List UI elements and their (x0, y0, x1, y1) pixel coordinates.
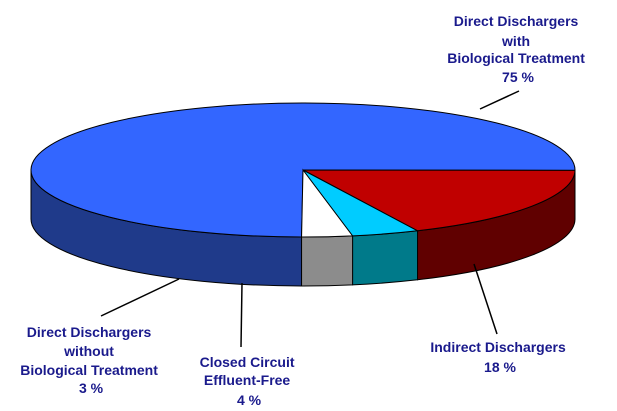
leader-direct-without-bio (100, 278, 180, 317)
slice-label-line: Direct Dischargers (27, 324, 152, 340)
leader-direct-with-bio (479, 90, 520, 110)
slice-label-indirect: Indirect Dischargers 18 % (430, 339, 569, 375)
pie-slice-indirect-dischargers (302, 169, 576, 232)
slice-label-direct-without-bio: Direct Dischargers without Biological Tr… (20, 324, 162, 396)
pie-tops (30, 102, 576, 238)
slice-label-value: 75 % (502, 69, 534, 85)
slice-label-line: Indirect Dischargers (430, 339, 566, 355)
pie-side-closed-circuit-effluent-free (352, 230, 419, 286)
slice-label-line: Biological Treatment (20, 362, 158, 378)
slice-label-line: without (63, 343, 114, 359)
pie-slice-direct-dischargers-without-biological-treatment (301, 168, 354, 238)
pie-side-direct-dischargers-without-biological-treatment (301, 235, 354, 287)
slice-label-line: with (501, 33, 530, 49)
slice-label-line: Effluent-Free (204, 372, 291, 388)
slice-label-value: 3 % (79, 380, 104, 396)
leader-lines (100, 90, 520, 348)
slice-label-line: Biological Treatment (447, 50, 585, 66)
slice-label-line: Closed Circuit (200, 354, 295, 370)
slice-label-value: 4 % (237, 392, 262, 408)
slice-label-closed-circuit: Closed Circuit Effluent-Free 4 % (200, 354, 299, 408)
slice-label-direct-with-bio: Direct Dischargers with Biological Treat… (447, 13, 589, 85)
leader-indirect (473, 263, 498, 335)
slice-label-value: 18 % (484, 359, 516, 375)
leader-closed-circuit (240, 282, 243, 348)
slice-label-line: Direct Dischargers (454, 13, 579, 29)
pie-slice-direct-dischargers-with-biological-treatment (30, 102, 576, 238)
